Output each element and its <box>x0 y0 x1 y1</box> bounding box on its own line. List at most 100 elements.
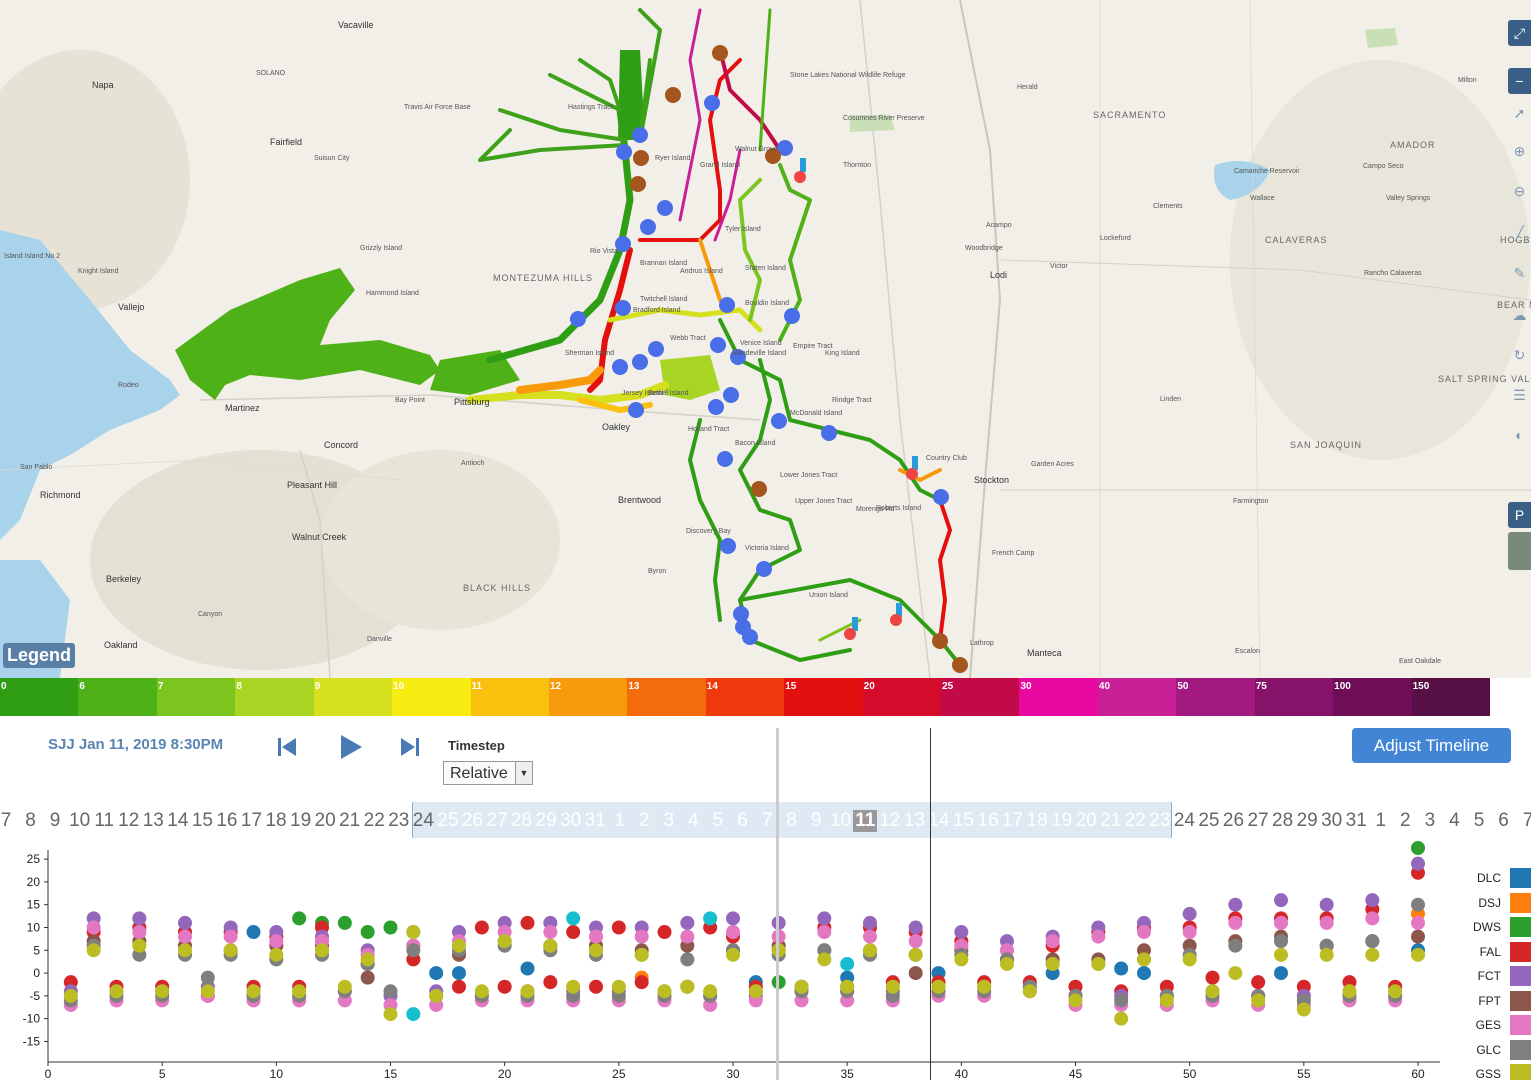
map-canvas[interactable] <box>0 0 1531 678</box>
timeline-strip[interactable]: 7 8 9 10 11 12 13 14 15 16 17 18 19 20 21 22 23 24 25 26 27 2… <box>0 800 1531 840</box>
measure-icon[interactable]: ╱ <box>1515 224 1524 241</box>
legend-item[interactable]: FAL <box>1470 941 1531 962</box>
data-point <box>1205 970 1220 985</box>
legend-item[interactable]: DSJ <box>1470 892 1531 913</box>
play-button[interactable] <box>336 732 366 762</box>
delta-map[interactable]: Vacaville Napa SOLANO Fairfield Suisun City T… <box>0 0 1531 678</box>
timeline-tick[interactable]: 14 <box>928 810 950 831</box>
timeline-tick[interactable]: 29 <box>1296 810 1318 831</box>
timeline-tick[interactable]: 17 <box>1001 810 1024 831</box>
legend-item[interactable]: GSS <box>1470 1064 1531 1080</box>
timeline-tick[interactable]: 1 <box>1375 810 1387 831</box>
timeline-tick[interactable]: 6 <box>737 810 748 831</box>
timeline-cursor-start[interactable] <box>776 728 779 1080</box>
globe-icon[interactable]: ◐ <box>1515 427 1524 443</box>
timeline-tick[interactable]: 28 <box>510 810 533 831</box>
skip-forward-button[interactable] <box>395 732 425 762</box>
fullscreen-icon[interactable]: ⤢ <box>1508 20 1531 46</box>
timeline-tick[interactable]: 16 <box>216 810 238 831</box>
cloud-icon[interactable]: ☁ <box>1512 306 1527 323</box>
timeline-tick[interactable]: 12 <box>879 810 901 831</box>
timeline-tick[interactable]: 8 <box>786 810 797 831</box>
timeline-tick[interactable]: 18 <box>1026 810 1048 831</box>
timeline-tick[interactable]: 15 <box>952 810 974 831</box>
timeline-tick[interactable]: 26 <box>461 810 483 831</box>
zoom-out-icon[interactable]: ⊖ <box>1513 182 1526 199</box>
timeline-tick[interactable]: 30 <box>560 810 582 831</box>
timeline-tick[interactable]: 5 <box>1473 810 1485 831</box>
timeline-tick[interactable]: 30 <box>1321 810 1343 831</box>
timeline-tick[interactable]: 3 <box>1424 810 1436 831</box>
adjust-timeline-button[interactable]: Adjust Timeline <box>1352 728 1511 763</box>
timeline-tick[interactable]: 6 <box>1498 810 1509 831</box>
timeline-tick[interactable]: 19 <box>290 810 312 831</box>
timeline-tick[interactable]: 14 <box>167 810 189 831</box>
basemap-thumbnail[interactable] <box>1508 532 1531 570</box>
timeline-tick[interactable]: 23 <box>1149 810 1171 831</box>
timeline-tick[interactable]: 9 <box>810 810 822 831</box>
refresh-icon[interactable]: ↻ <box>1513 346 1526 363</box>
timeline-tick[interactable]: 20 <box>314 810 336 831</box>
timeline-tick[interactable]: 31 <box>1345 810 1367 831</box>
timeline-tick[interactable]: 7 <box>761 810 773 831</box>
timestep-select[interactable]: Relative ▼ <box>443 761 533 785</box>
color-scale-segment: 30 <box>1019 678 1098 716</box>
timeline-tick[interactable]: 29 <box>535 810 557 831</box>
timeline-tick[interactable]: 24 <box>412 810 434 831</box>
timeline-tick[interactable]: 17 <box>240 810 263 831</box>
legend-item[interactable]: FCT <box>1470 966 1531 986</box>
timeline-tick[interactable]: 1 <box>614 810 626 831</box>
timeline-tick[interactable]: 2 <box>1400 810 1411 831</box>
print-icon[interactable]: P <box>1508 502 1531 528</box>
legend-item[interactable]: GES <box>1470 1015 1531 1035</box>
draw-icon[interactable]: ✎ <box>1513 264 1526 281</box>
map-legend-button[interactable]: Legend <box>3 643 76 668</box>
timeline-tick[interactable]: 26 <box>1222 810 1245 831</box>
timeline-tick[interactable]: 2 <box>639 810 650 831</box>
timeline-tick[interactable]: 12 <box>118 810 140 831</box>
timeline-tick[interactable]: 19 <box>1051 810 1073 831</box>
skip-back-button[interactable] <box>272 732 302 762</box>
zoom-in-icon[interactable]: ⊕ <box>1513 142 1526 159</box>
timeline-tick[interactable]: 25 <box>437 810 459 831</box>
timeline-tick[interactable]: 21 <box>1100 810 1122 831</box>
timeline-selection-window[interactable] <box>412 802 1172 838</box>
timeline-tick[interactable]: 10 <box>69 810 91 831</box>
timeline-tick[interactable]: 7 <box>1522 810 1531 831</box>
timeline-tick[interactable]: 20 <box>1075 810 1097 831</box>
timeline-tick[interactable]: 31 <box>584 810 606 831</box>
timeline-tick[interactable]: 22 <box>1124 810 1146 831</box>
timeline-tick[interactable]: 4 <box>688 810 699 831</box>
timeline-tick[interactable]: 4 <box>1449 810 1460 831</box>
timeline-tick[interactable]: 11 <box>94 810 115 831</box>
timeline-tick[interactable]: 21 <box>339 810 361 831</box>
timeline-tick[interactable]: 11 <box>853 810 878 832</box>
legend-item[interactable]: GLC <box>1470 1039 1531 1060</box>
legend-item[interactable]: DWS <box>1470 917 1531 937</box>
timeline-tick[interactable]: 5 <box>712 810 724 831</box>
timeline-tick[interactable]: 13 <box>142 810 164 831</box>
timeline-tick[interactable]: 27 <box>1247 810 1269 831</box>
legend-item[interactable]: DLC <box>1470 868 1531 888</box>
data-point <box>200 970 215 985</box>
timeline-tick[interactable]: 7 <box>0 810 12 831</box>
timeline-tick[interactable]: 13 <box>903 810 925 831</box>
timeline-tick[interactable]: 16 <box>977 810 999 831</box>
timeline-cursor-current[interactable] <box>930 728 931 1080</box>
timeline-tick[interactable]: 25 <box>1198 810 1220 831</box>
timeline-tick[interactable]: 15 <box>191 810 213 831</box>
layers-icon[interactable]: ☰ <box>1513 386 1526 403</box>
timeline-tick[interactable]: 3 <box>663 810 675 831</box>
timeline-tick[interactable]: 28 <box>1272 810 1294 831</box>
timeline-tick[interactable]: 10 <box>830 810 852 831</box>
timeline-tick[interactable]: 9 <box>49 810 61 831</box>
pointer-icon[interactable]: ➚ <box>1513 104 1526 121</box>
timeline-tick[interactable]: 23 <box>388 810 410 831</box>
minimize-icon[interactable]: − <box>1508 68 1531 94</box>
timeline-tick[interactable]: 18 <box>265 810 287 831</box>
timeline-tick[interactable]: 24 <box>1173 810 1195 831</box>
timeline-tick[interactable]: 8 <box>25 810 36 831</box>
legend-item[interactable]: FPT <box>1470 990 1531 1011</box>
timeline-tick[interactable]: 27 <box>486 810 508 831</box>
timeline-tick[interactable]: 22 <box>363 810 385 831</box>
